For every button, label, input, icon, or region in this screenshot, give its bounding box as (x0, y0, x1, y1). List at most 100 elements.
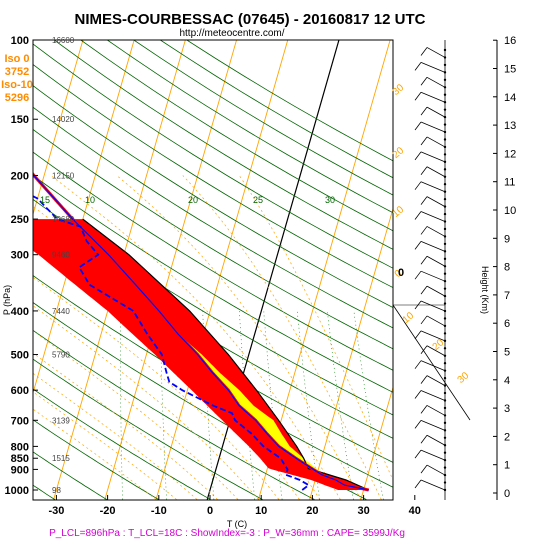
mixing-ratio-line (159, 310, 167, 500)
wind-barb (420, 390, 446, 401)
wind-barb-dot (443, 123, 447, 126)
wind-barb (420, 419, 446, 431)
wind-barb (420, 479, 446, 491)
wind-barb-dot (443, 287, 447, 290)
wind-barb-flag (420, 405, 428, 414)
sounding-lines (33, 171, 369, 492)
dewpoint-line (33, 195, 311, 491)
isotherm-line (33, 40, 84, 216)
wind-barb (426, 106, 446, 118)
wind-barb-dot (443, 257, 447, 261)
isotherm-label: 20 (431, 337, 447, 353)
mixing-ratio-label: 10 (85, 195, 95, 205)
wind-barb-flag (420, 226, 428, 235)
pressure-tick-label: 850 (11, 453, 29, 465)
wind-barb-flag (420, 345, 428, 355)
pressure-tick-label: 250 (11, 214, 29, 226)
wind-barb (426, 405, 446, 416)
isotherm-line (412, 40, 540, 500)
wind-barb-flag (420, 256, 428, 265)
wind-barb (426, 255, 446, 267)
isotherm-line (104, 40, 237, 500)
wind-barb-flag (420, 285, 428, 295)
temperature-tick-label: -30 (48, 505, 64, 517)
dry-adiabat-line (33, 302, 367, 500)
wind-barb-dot (443, 197, 447, 201)
mixing-ratio-label: 20 (188, 195, 198, 205)
wind-barb-dot (443, 78, 447, 82)
wind-barb-flag (420, 196, 428, 205)
chart-title: NIMES-COURBESSAC (07645) - 20160817 12 U… (75, 11, 426, 28)
dry-adiabat-line (33, 419, 159, 500)
height-label: 12150 (52, 171, 75, 180)
moist-adiabat-line (33, 352, 218, 500)
wind-barb-dot (443, 362, 447, 365)
pressure-tick-label: 150 (11, 114, 29, 126)
wind-barb-flag (414, 270, 422, 280)
dry-adiabat-line (33, 63, 393, 289)
wind-barb-dot (443, 347, 447, 350)
dry-adiabat-line (33, 484, 56, 500)
wind-barb-dot (443, 481, 447, 484)
wind-barb-flag (420, 106, 428, 116)
wind-barb-flag (420, 464, 428, 474)
wind-barb-flag (420, 166, 428, 176)
height-label: 5790 (52, 351, 70, 360)
wind-barb-dot (443, 242, 447, 246)
temperature-tick-label: -10 (151, 505, 167, 517)
pressure-tick-label: 500 (11, 350, 29, 362)
wind-barb-dot (443, 391, 447, 395)
wind-barb-dot (443, 63, 447, 67)
wind-barb (420, 151, 446, 163)
pressure-tick-label: 800 (11, 441, 29, 453)
height-label: 1515 (52, 454, 70, 463)
wind-barb (426, 315, 446, 327)
wind-barb-dot (443, 212, 447, 216)
wind-barb-dot (443, 451, 447, 454)
wind-barb (420, 330, 446, 342)
dry-adiabat-line (33, 388, 211, 500)
isotherm-label: 30 (456, 370, 472, 386)
wind-barb-flag (414, 91, 422, 101)
wind-barb-dot (443, 153, 447, 156)
height-tick-label: 0 (504, 488, 510, 500)
wind-barb-dot (443, 421, 447, 425)
wind-barb-flag (414, 300, 422, 310)
moist-adiabat-line (33, 408, 157, 500)
plot-area: 15 10 20 25 30 (33, 40, 540, 500)
wind-barb (426, 136, 446, 148)
height-label: 98 (52, 486, 61, 495)
wind-barb (420, 240, 446, 252)
dry-adiabat-line (133, 40, 393, 196)
wind-barb-dot (443, 466, 447, 469)
dry-adiabat-line (33, 151, 393, 371)
dry-adiabat-line (80, 40, 393, 232)
pressure-tick-label: 1000 (5, 485, 29, 497)
wind-barb-dot (443, 272, 447, 275)
height-tick-label: 1 (504, 460, 510, 472)
wind-barb (426, 375, 446, 386)
height-tick-label: 5 (504, 347, 510, 359)
pressure-tick-label: 600 (11, 385, 29, 397)
dry-adiabat-line (53, 40, 393, 250)
wind-barb (426, 345, 446, 357)
height-tick-label: 11 (504, 177, 515, 189)
plot-frame (32, 39, 394, 501)
height-label: 10680 (52, 215, 75, 224)
wind-barb-panel (392, 40, 471, 500)
temperature-tick-label: -20 (100, 505, 116, 517)
y-axis-label: P (hPa) (2, 285, 12, 315)
wind-barb (426, 76, 446, 88)
height-labels: 16600 14020 12150 10680 9460 7440 5790 3139 1515… (52, 36, 75, 495)
dry-adiabat-line (107, 40, 393, 214)
height-tick-label: 7 (504, 290, 510, 302)
freezing-level-label: 0 (398, 267, 404, 279)
pressure-tick-label: 700 (11, 415, 29, 427)
wind-barb-dot (443, 227, 447, 231)
height-tick-label: 6 (504, 318, 510, 330)
wind-barb-dot (443, 168, 447, 171)
iso0-value: 3752 (5, 66, 29, 78)
wind-barb-flag (414, 449, 422, 459)
